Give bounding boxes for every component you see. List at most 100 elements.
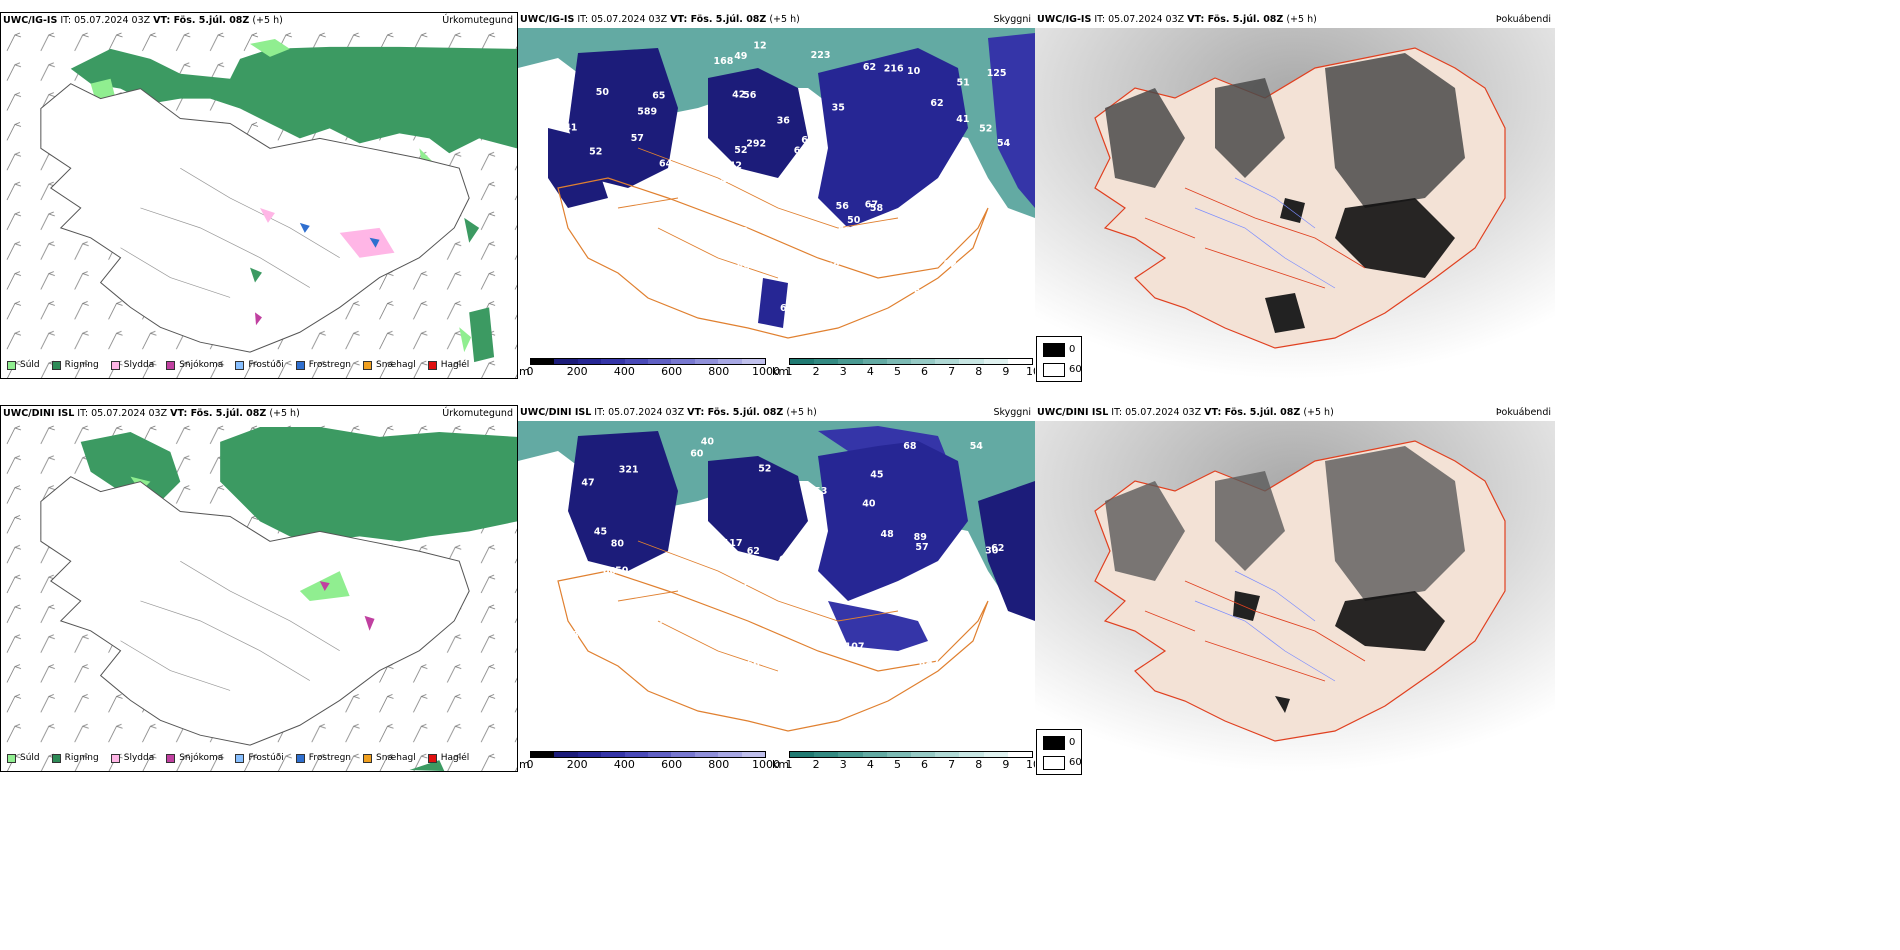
colorbar-step <box>601 752 625 757</box>
colorbar-ticks: 1 2 3 4 5 6 7 8 9 10 <box>785 758 1036 772</box>
colorbar-step <box>790 359 815 364</box>
legend-item: Frostregn <box>295 753 351 763</box>
cloud-base-value-label: 62 <box>780 303 793 314</box>
cloud-base-value-label: 40 <box>862 499 876 510</box>
legend-swatch <box>235 753 245 763</box>
colorbar-tick-label: 1 <box>785 365 793 378</box>
cloud-base-value-label: 251 <box>698 701 718 712</box>
legend-swatch <box>51 360 61 370</box>
cloud-base-value-label: 102 <box>622 634 642 645</box>
colorbar-step <box>1007 359 1033 364</box>
cloud-base-value-label: 40 <box>809 494 823 505</box>
colorbar-gradient <box>789 358 1033 365</box>
cloud-base-value-label: 45 <box>870 470 883 481</box>
cloud-base-value-label: 48 <box>827 261 841 272</box>
colorbar-step <box>601 359 625 364</box>
panel-title: Þokuábendi <box>1495 407 1551 418</box>
colorbar-tick-label: 5 <box>893 758 901 771</box>
colorbar-step <box>531 752 555 757</box>
colorbar-step <box>554 359 578 364</box>
panel-title: Þokuábendi <box>1495 14 1551 25</box>
cloud-base-value-label: 55 <box>914 288 927 299</box>
colorbar-step <box>648 359 672 364</box>
colorbar-tick-label: 7 <box>948 758 956 771</box>
colorbar-step <box>648 752 672 757</box>
colorbar-ticks: 0 200 400 600 800 1000 <box>526 365 781 379</box>
cloud-base-value-label: 49 <box>611 293 624 304</box>
legend-item: Frostúði <box>235 753 284 763</box>
colorbar-step <box>983 359 1008 364</box>
cloud-base-value-label: 68 <box>735 226 749 237</box>
cloud-base-value-label: 50 <box>801 701 815 712</box>
cloud-base-value-label: 587 <box>843 693 863 704</box>
colorbar-tick-label: 200 <box>566 365 588 378</box>
fog-swatch-black <box>1043 736 1065 750</box>
colorbar-step <box>718 359 742 364</box>
cloud-base-value-label: 51 <box>741 578 754 589</box>
fog-index-panel-2: UWC/DINI ISL IT: 05.07.2024 03Z VT: Fös.… <box>1035 405 1555 772</box>
colorbar-step <box>624 752 649 757</box>
cloud-visibility-panel-1: UWC/IG-IS IT: 05.07.2024 03Z VT: Fös. 5.… <box>518 12 1035 379</box>
fog-swatch-black <box>1043 343 1065 357</box>
legend-swatch <box>295 360 305 370</box>
cloud-base-value-label: 59 <box>596 688 609 699</box>
colorbar-step <box>671 752 695 757</box>
colorbar-tick-label: 10 <box>1026 758 1035 771</box>
cloud-base-value-label: 67 <box>801 135 814 146</box>
colorbar-tick-label: 9 <box>1002 758 1010 771</box>
cloud-base-value-label: 70 <box>637 251 651 262</box>
cloud-base-value-label: 92 <box>944 259 957 270</box>
legend-item: Snæhagl <box>363 360 416 370</box>
legend-swatch <box>51 753 61 763</box>
legend-swatch <box>427 360 437 370</box>
cloud-base-value-label: 50 <box>615 566 629 577</box>
precip-type-legend: Súld Rigning Slydda Snjókoma Frostúði Fr… <box>7 360 469 370</box>
colorbar-step <box>862 359 887 364</box>
colorbar-tick-label: 600 <box>661 365 683 378</box>
cloud-base-value-label: 62 <box>991 543 1004 554</box>
precip-type-panel-2: UWC/DINI ISL IT: 05.07.2024 03Z VT: Fös.… <box>0 405 518 772</box>
cloud-base-value-label: 223 <box>811 50 831 61</box>
colorbar-step <box>624 359 649 364</box>
cloud-base-value-label: 43 <box>571 277 584 288</box>
legend-swatch <box>235 360 245 370</box>
cloud-base-value-label: 30 <box>985 546 999 557</box>
cloud-base-colorbar: m 0 200 400 600 800 1000 <box>518 355 781 379</box>
cloud-base-value-label: 67 <box>865 199 878 210</box>
cloud-base-value-label: 50 <box>596 87 610 98</box>
precip-type-legend: Súld Rigning Slydda Snjókoma Frostúði Fr… <box>7 753 469 763</box>
cloud-base-value-label: 311 <box>980 231 1000 242</box>
colorbar-tick-label: 0 <box>526 365 534 378</box>
cloud-base-value-label: 47 <box>949 288 962 299</box>
colorbar-step <box>718 752 742 757</box>
colorbar-tick-label: 400 <box>613 365 635 378</box>
visibility-colorbar: km 1 2 3 4 5 6 7 8 9 10 <box>771 355 1035 379</box>
colorbar-unit: km <box>772 365 790 378</box>
cloud-base-value-label: 125 <box>987 68 1007 79</box>
legend-swatch <box>363 753 373 763</box>
cloud-base-colorbar: m 0 200 400 600 800 1000 <box>518 748 780 772</box>
legend-item: Haglél <box>427 753 469 763</box>
cloud-base-value-label: 54 <box>970 441 984 452</box>
legend-swatch <box>7 753 16 763</box>
cloud-base-value-label: 36 <box>777 116 791 127</box>
colorbar-tick-label: 1 <box>785 758 793 771</box>
cloud-base-value-label: 82 <box>795 153 808 164</box>
cloud-base-value-label: 41 <box>956 114 969 125</box>
legend-item: Rigning <box>51 360 99 370</box>
legend-item: Frostregn <box>295 360 351 370</box>
cloud-base-value-label: 60 <box>794 146 808 157</box>
cloud-base-value-label: 81 <box>572 302 585 313</box>
cloud-base-value-label: 216 <box>884 63 904 74</box>
cloud-base-value-label: 89 <box>655 234 668 245</box>
cloud-base-value-label: 66 <box>747 659 761 670</box>
cloud-base-value-label: 40 <box>725 675 739 686</box>
cloud-base-value-label: 57 <box>631 133 644 144</box>
cloud-base-value-label: 62 <box>747 546 760 557</box>
fog-legend-2: 0 60 <box>1036 729 1082 775</box>
legend-swatch <box>427 753 437 763</box>
panel-header: UWC/IG-IS IT: 05.07.2024 03Z VT: Fös. 5.… <box>1037 14 1317 25</box>
colorbar-step <box>814 752 839 757</box>
cloud-base-value-label: 49 <box>734 51 747 62</box>
cloud-base-value-label: 50 <box>847 215 861 226</box>
